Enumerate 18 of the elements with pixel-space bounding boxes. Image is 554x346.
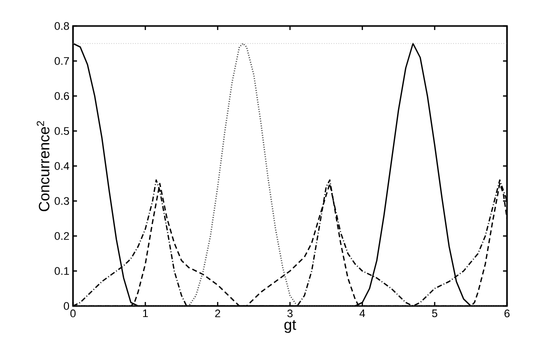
y-tick-label: 0.3 xyxy=(54,197,69,205)
y-tick-label: 0.1 xyxy=(54,267,69,275)
x-tick-label: 4 xyxy=(360,310,366,318)
y-tick-label: 0.5 xyxy=(54,127,70,135)
x-tick-label: 1 xyxy=(143,310,148,318)
y-axis-title: Concurrence$^{2}$ xyxy=(36,121,50,212)
y-tick-label: 0 xyxy=(64,302,70,310)
y-tick-label: 0.2 xyxy=(54,232,69,240)
x-tick-label: 2 xyxy=(215,310,220,318)
y-tick-label: 0.7 xyxy=(54,57,69,65)
x-tick-label: 5 xyxy=(432,310,438,318)
y-tick-label: 0.4 xyxy=(54,162,70,170)
x-tick-label: 6 xyxy=(504,310,510,318)
x-tick-label: 3 xyxy=(287,310,293,318)
x-axis-title: gt xyxy=(284,320,296,333)
y-tick-label: 0.6 xyxy=(54,92,69,100)
x-tick-label: 0 xyxy=(70,310,76,318)
y-tick-label: 0.8 xyxy=(54,22,69,30)
